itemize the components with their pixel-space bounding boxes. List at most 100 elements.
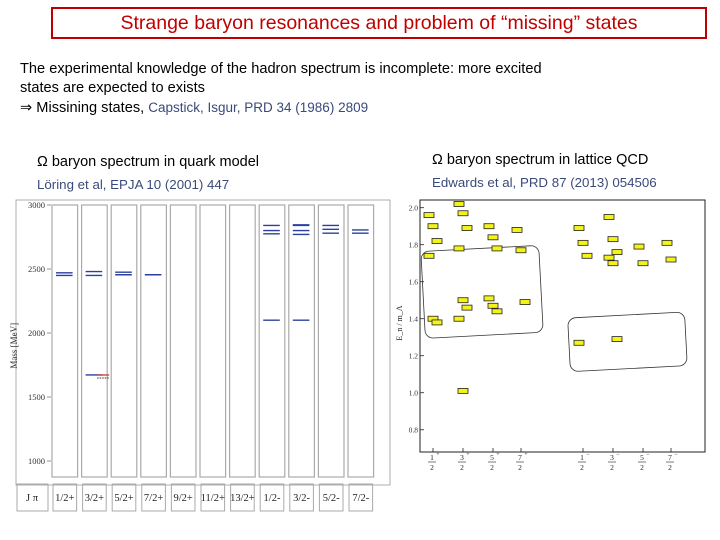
lattice-level: [487, 234, 499, 241]
plot-frame: [419, 199, 706, 453]
intro-line-1: The experimental knowledge of the hadron…: [20, 61, 542, 77]
column-panel: [199, 204, 227, 478]
column-label-cell: [200, 483, 226, 512]
lattice-level: [423, 252, 435, 259]
lattice-level: [515, 247, 527, 254]
lattice-level: [453, 201, 465, 207]
plot-frame: [15, 199, 391, 486]
y-tick-label: 2.0: [409, 204, 419, 213]
x-tick-denominator: 2: [518, 463, 522, 472]
x-header: J π: [26, 493, 39, 504]
lattice-level: [511, 227, 523, 233]
x-tick-parity: −: [674, 452, 678, 458]
lattice-level: [581, 252, 593, 259]
y-tick-label: 1.4: [409, 315, 419, 324]
lattice-level: [661, 239, 673, 246]
y-tick-label: 1.8: [409, 241, 419, 250]
lattice-level: [427, 223, 439, 230]
jpi-header-cell: [16, 483, 49, 512]
column-label-cell: [82, 483, 107, 512]
lattice-level: [611, 249, 623, 256]
x-tick-numerator: 3: [610, 453, 614, 462]
lattice-level: [491, 245, 503, 252]
x-tick-numerator: 7: [668, 453, 672, 462]
column-panel: [347, 204, 375, 478]
lattice-level: [607, 236, 619, 243]
x-tick-numerator: 1: [430, 453, 434, 462]
x-tick-denominator: 2: [580, 463, 584, 472]
intro-text: The experimental knowledge of the hadron…: [20, 60, 710, 118]
lattice-level: [573, 339, 585, 346]
positive-parity-band-outline: [420, 245, 544, 339]
x-tick-denominator: 2: [460, 463, 464, 472]
intro-line-3: ⇒ Missining states, Capstick, Isgur, PRD…: [20, 98, 710, 118]
lattice-level: [457, 297, 469, 304]
column-panel: [140, 204, 168, 478]
column-label-cell: [141, 483, 166, 512]
lattice-level: [453, 245, 465, 252]
y-tick-label: 1500: [28, 392, 45, 402]
lattice-level: [611, 336, 623, 342]
column-label: 11/2+: [201, 493, 225, 504]
column-panel: [317, 204, 345, 478]
lattice-level: [633, 243, 645, 250]
y-tick-label: 2500: [28, 264, 45, 274]
column-label-cell: [230, 483, 255, 512]
column-label: 5/2+: [114, 493, 133, 504]
lattice-level: [577, 239, 589, 246]
lattice-level: [457, 387, 469, 394]
lattice-level: [431, 238, 443, 244]
negative-parity-band-outline: [567, 311, 688, 372]
column-label-cell: [318, 483, 344, 512]
lattice-level: [637, 260, 649, 267]
intro-line-2: states are expected to exists: [20, 80, 205, 96]
y-axis-label: Mass [MeV]: [9, 323, 19, 369]
x-tick-parity: +: [524, 452, 528, 458]
right-panel-heading: Ω baryon spectrum in lattice QCD: [432, 152, 649, 168]
lattice-level: [573, 225, 585, 231]
x-tick-parity: +: [436, 452, 440, 458]
title-box: Strange baryon resonances and problem of…: [51, 7, 707, 39]
right-panel-citation: Edwards et al, PRD 87 (2013) 054506: [432, 175, 657, 190]
y-tick-label: 3000: [28, 200, 45, 210]
x-tick-numerator: 7: [518, 453, 522, 462]
y-tick-label: 1.2: [409, 352, 419, 361]
x-tick-numerator: 5: [490, 453, 494, 462]
column-panel: [110, 204, 138, 478]
column-label-cell: [259, 483, 285, 512]
column-label: 13/2+: [230, 493, 255, 504]
column-label: 9/2+: [174, 493, 193, 504]
x-tick-parity: +: [466, 452, 470, 458]
x-tick-numerator: 5: [640, 453, 644, 462]
left-panel-citation: Löring et al, EPJA 10 (2001) 447: [37, 177, 230, 192]
column-label-cell: [289, 483, 314, 512]
x-tick-numerator: 3: [460, 453, 464, 462]
x-tick-denominator: 2: [668, 463, 672, 472]
y-tick-label: 1000: [28, 456, 45, 466]
slide-title: Strange baryon resonances and problem of…: [120, 12, 638, 34]
lattice-level: [453, 315, 465, 322]
column-label: 7/2-: [352, 493, 369, 504]
x-tick-parity: +: [496, 452, 500, 458]
x-tick-denominator: 2: [640, 463, 644, 472]
y-tick-label: 2000: [28, 328, 45, 338]
x-tick-numerator: 1: [580, 453, 584, 462]
missing-states-label: Missining states,: [36, 100, 145, 116]
y-tick-label: 1.6: [409, 278, 419, 287]
lattice-level: [487, 302, 499, 309]
column-panel: [80, 204, 108, 478]
column-label: 1/2+: [55, 493, 74, 504]
left-panel-heading: Ω baryon spectrum in quark model: [37, 154, 259, 170]
lattice-level: [461, 225, 473, 231]
y-axis-label: E_n / m_Λ: [395, 305, 404, 340]
lattice-level: [519, 299, 531, 305]
lattice-level: [603, 254, 615, 261]
y-tick-label: 1.0: [409, 389, 419, 398]
quark-model-chart: 1/2+ 3/2+ 5/2+ 7/2+ 9/2+ 11/2+ 13/2+ 1/2- 3/2- 5/…: [9, 199, 391, 512]
x-tick-denominator: 2: [430, 463, 434, 472]
lattice-level: [461, 304, 473, 311]
lattice-qcd-chart: 0.81.01.21.41.61.82.0E_n / m_Λ1 +23 +25 +27…: [395, 199, 706, 472]
lattice-level: [607, 260, 619, 267]
implies-arrow: ⇒: [20, 100, 33, 116]
lattice-level: [483, 223, 495, 230]
